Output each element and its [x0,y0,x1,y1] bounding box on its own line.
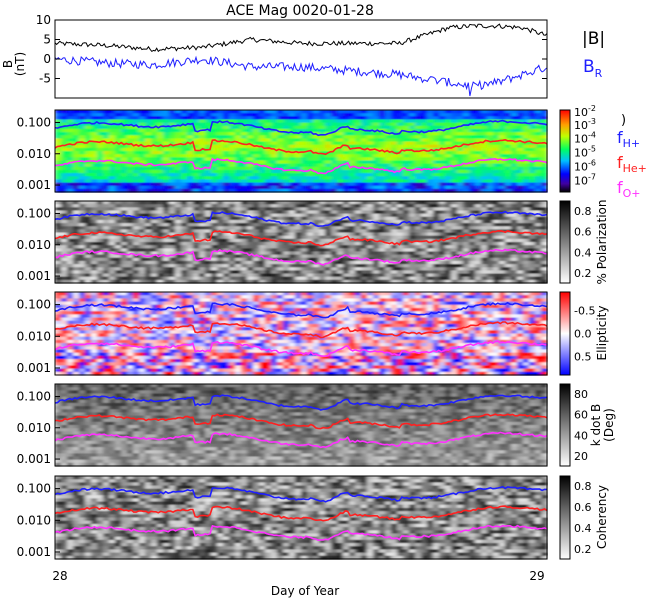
colorbar-tick-label: 10-4 [574,131,596,146]
b-tick-label: 5 [43,33,51,47]
colorbar-tick-label: 0.5 [574,351,592,364]
colorbar-tick-label: 0.8 [574,480,592,493]
colorbar-tick-label: 10-6 [574,159,596,174]
kdotb-colorbar [560,384,570,466]
polarization-colorbar-ticks: 0.8 0.6 0.4 0.2 [574,205,592,280]
b-axis-ticks: 10 5 0 -5 [36,13,547,86]
polarization-freq-ticks: 0.100 0.010 0.001 [17,206,60,283]
freq-tick-label: 0.010 [17,329,51,343]
freq-tick-label: 0.100 [17,389,51,403]
spectrum-freq-ticks: 0.100 0.010 0.001 [17,115,60,192]
freq-tick-label: 0.010 [17,147,51,161]
legend-b-magnitude: |B| [582,29,605,49]
series-line-b-magnitude [55,24,547,51]
ellipticity-colorbar-label: Ellipticity [595,306,609,361]
panel-polarization: 0.100 0.010 0.001 0.8 0.6 0.4 0.2 % Polarizat… [17,200,609,285]
colorbar-tick-label: -0.5 [574,304,595,317]
b-legend: |B| BR [582,29,605,80]
legend-f-he: fHe+ [617,153,647,175]
series-line-b-r [55,57,547,96]
colorbar-tick-label: 0.0 [574,328,592,341]
kdotb-freq-ticks: 0.100 0.010 0.001 [17,389,60,466]
panel-frame [55,20,547,98]
freq-tick-label: 0.100 [17,298,51,312]
spectrum-colorbar-ticks: 10-310-410-510-610-710-2 [574,104,596,188]
colorbar-tick-label: 0.4 [574,246,592,259]
coherency-colorbar-ticks: 0.8 0.6 0.4 0.2 [574,480,592,556]
panel-coherency: 0.100 0.010 0.001 0.8 0.6 0.4 0.2 Coherency [17,476,609,560]
freq-tick-label: 0.010 [17,421,51,435]
freq-tick-label: 0.010 [17,238,51,252]
ellipticity-colorbar [560,292,570,375]
legend-b-r: BR [583,57,603,80]
colorbar-tick-label: 0.6 [574,226,592,239]
freq-tick-label: 0.100 [17,206,51,220]
colorbar-tick-label: 40 [574,429,588,442]
b-tick-label: 10 [36,13,51,27]
polarization-colorbar-label: % Polarization [595,200,609,285]
ellipticity-freq-ticks: 0.100 0.010 0.001 [17,298,60,375]
colorbar-tick-label: 0.2 [574,267,592,280]
b-axis-label-unit: (nT) [13,52,27,76]
coherency-colorbar-label: Coherency [595,485,609,549]
freq-tick-label: 0.001 [17,269,51,283]
colorbar-tick-label: 0.2 [574,543,592,556]
coherency-freq-ticks: 0.100 0.010 0.001 [17,482,60,559]
colorbar-tick-label: 10-7 [574,173,596,188]
x-tick-label-start: 28 [52,569,67,583]
heatmap-cells [55,292,548,376]
freq-tick-label: 0.001 [17,178,51,192]
colorbar-tick-label: 80 [574,388,588,401]
kdotb-colorbar-unit: (Deg) [602,408,616,442]
x-axis-label: Day of Year [271,584,339,598]
colorbar-tick-label: 0.6 [574,501,592,514]
frequency-legend: fH+ fHe+ fO+ [617,128,647,200]
polarization-colorbar [560,201,570,283]
ellipticity-colorbar-ticks: 0.5 0.0 -0.5 [574,304,595,363]
b-tick-label: -5 [39,72,51,86]
x-axis: 28 29 Day of Year [52,569,544,598]
b-field-traces [55,24,547,96]
freq-tick-label: 0.010 [17,513,51,527]
figure-title: ACE Mag 0020-01-28 [226,3,374,19]
panel-ellipticity: 0.100 0.010 0.001 0.5 0.0 -0.5 Ellipticity [17,292,609,376]
panel-k-dot-b: 0.100 0.010 0.001 80 60 40 20 k dot B (Deg) [17,384,616,467]
freq-tick-label: 0.100 [17,115,51,129]
kdotb-colorbar-ticks: 80 60 40 20 [574,388,588,463]
panel-power-spectrum: 0.100 0.010 0.001 10-310-410-510-610-710-2… [17,104,647,200]
freq-tick-label: 0.001 [17,452,51,466]
coherency-colorbar [560,476,570,559]
spectrum-colorbar [560,110,570,192]
freq-tick-label: 0.001 [17,361,51,375]
legend-f-h: fH+ [617,128,640,150]
colorbar-tick-label: 60 [574,409,588,422]
legend-f-o: fO+ [617,178,641,200]
freq-tick-label: 0.100 [17,482,51,496]
kdotb-colorbar-label: k dot B [589,404,603,446]
colorbar-tick-label: 0.4 [574,522,592,535]
b-tick-label: 0 [43,52,51,66]
colorbar-tick-label: 0.8 [574,205,592,218]
colorbar-tick-label: 10-5 [574,145,596,160]
freq-tick-label: 0.001 [17,545,51,559]
colorbar-paren: ) [621,113,626,128]
ellipticity-heatmap [55,292,548,376]
x-tick-label-end: 29 [529,569,544,583]
colorbar-tick-label: 20 [574,450,588,463]
colorbar-tick-label: 10-3 [574,117,596,132]
